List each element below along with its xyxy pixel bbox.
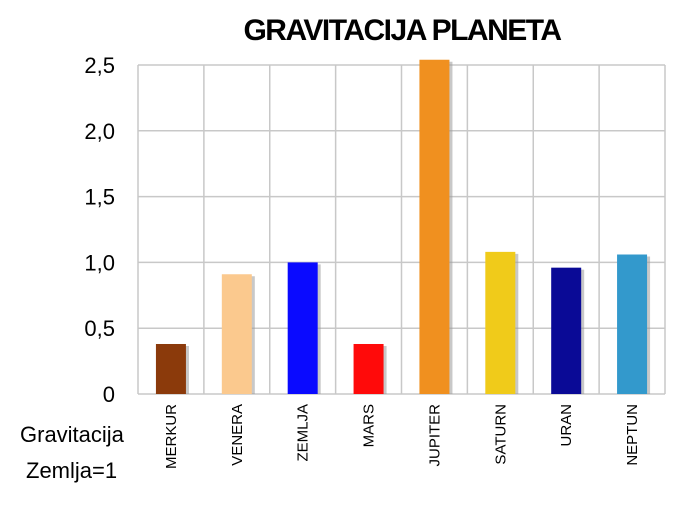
x-axis-ticks: MERKUR VENERA ZEMLJA MARS JUPITER SATURN URAN N… — [163, 404, 641, 469]
x-tick-label-zemlja: ZEMLJA — [295, 404, 312, 462]
x-tick-label-neptun: NEPTUN — [624, 404, 641, 466]
y-axis-label-line1: Gravitacija — [20, 422, 125, 447]
bar-mars — [353, 343, 384, 394]
y-axis-label-line2: Zemlja=1 — [26, 458, 117, 483]
y-tick-label: 2,5 — [84, 53, 115, 78]
x-tick-label-mars: MARS — [361, 404, 378, 447]
y-tick-label: 1,5 — [84, 185, 115, 210]
bar-venera — [221, 274, 252, 394]
bar-uran — [551, 267, 582, 394]
x-tick-label-uran: URAN — [558, 404, 575, 447]
bar-jupiter — [419, 59, 450, 395]
bars — [155, 59, 651, 395]
y-tick-label: 0 — [103, 382, 115, 407]
x-tick-label-merkur: MERKUR — [163, 404, 180, 469]
x-tick-label-saturn: SATURN — [492, 404, 509, 465]
y-axis-ticks: 0 0,5 1,0 1,5 2,0 2,5 — [84, 53, 115, 407]
y-tick-label: 0,5 — [84, 316, 115, 341]
y-tick-label: 1,0 — [84, 250, 115, 275]
x-tick-label-venera: VENERA — [229, 404, 246, 466]
y-tick-label: 2,0 — [84, 119, 115, 144]
bar-zemlja — [287, 262, 318, 394]
x-tick-label-jupiter: JUPITER — [426, 404, 443, 467]
chart-title: GRAVITACIJA PLANETA — [243, 14, 561, 47]
bar-merkur — [155, 343, 186, 394]
grid — [137, 64, 666, 395]
bar-neptun — [617, 254, 648, 394]
bar-saturn — [485, 251, 516, 394]
